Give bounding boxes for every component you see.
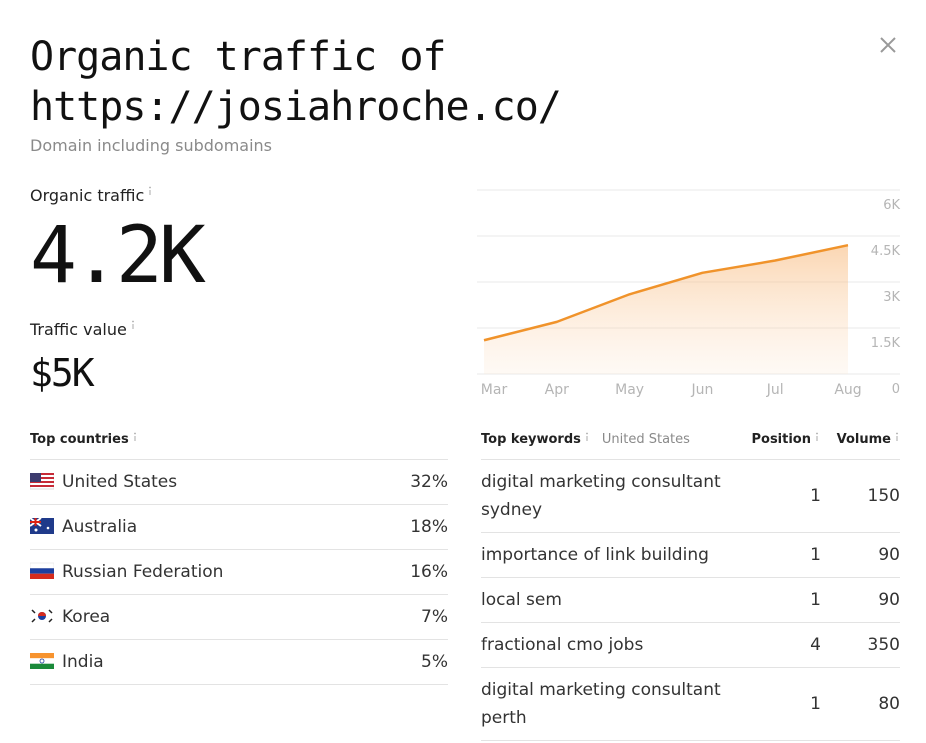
y-tick-label: 1.5K — [871, 336, 901, 351]
position: 1 — [810, 545, 821, 565]
y-tick-label: 0 — [892, 382, 900, 397]
label-text: Organic traffic — [30, 186, 145, 205]
country-name: Russian Federation — [62, 562, 224, 582]
metric-value: 4.2K — [30, 211, 206, 301]
country-share: 5% — [421, 652, 448, 672]
country-row: Australia 18% — [30, 504, 448, 549]
keyword: local sem — [481, 590, 562, 610]
x-tick-label: Mar — [481, 382, 508, 398]
header-text: Top keywords — [481, 432, 581, 447]
country-share: 16% — [410, 562, 448, 582]
country-row: Russian Federation 16% — [30, 549, 448, 594]
traffic-chart: 0 1.5K 3K 4.5K 6K Mar Apr May Jun Jul Aug — [477, 189, 901, 398]
flags — [30, 473, 54, 669]
table-border — [481, 740, 900, 741]
volume: 150 — [867, 486, 900, 506]
metric-label: Organic traffic — [30, 186, 153, 205]
country-name: United States — [62, 472, 178, 492]
title: Organic traffic of https://josiahroche.c… — [30, 34, 562, 130]
x-tick-label: May — [615, 382, 644, 398]
metric-value: $5K — [30, 351, 95, 395]
keyword-row: importance of link building 1 90 — [481, 532, 900, 577]
position: 1 — [810, 694, 821, 714]
header-text: Top countries — [30, 432, 129, 447]
keyword: fractional cmo jobs — [481, 635, 644, 655]
column-header: Volume — [837, 432, 900, 447]
country-row: United States 32% — [30, 459, 448, 504]
header-text: Volume — [836, 432, 891, 447]
table-header: Top keywords United States — [481, 432, 690, 447]
table-border — [30, 684, 448, 685]
flag-us — [30, 473, 54, 490]
y-tick-label: 4.5K — [871, 244, 901, 259]
keyword-row: digital marketing consultant sydney 1 150 — [481, 459, 900, 532]
country-name: Korea — [62, 607, 111, 627]
column-header: Position — [751, 432, 820, 447]
y-tick-label: 3K — [883, 290, 900, 305]
info-icon[interactable] — [584, 432, 590, 442]
volume: 80 — [878, 694, 900, 714]
info-icon[interactable] — [814, 432, 820, 442]
flag-kr — [30, 608, 54, 624]
line — [483, 243, 849, 342]
country-share: 7% — [421, 607, 448, 627]
keyword-row: local sem 1 90 — [481, 577, 900, 622]
position: 4 — [810, 635, 821, 655]
country-share: 18% — [410, 517, 448, 537]
area — [484, 245, 848, 374]
country-name: Australia — [62, 517, 138, 537]
info-icon[interactable] — [147, 186, 153, 196]
info-icon[interactable] — [894, 432, 900, 442]
volume: 90 — [878, 590, 900, 610]
info-icon[interactable] — [130, 320, 136, 330]
keyword-row: digital marketing consultant perth 1 80 — [481, 667, 900, 740]
keyword-row: fractional cmo jobs 4 350 — [481, 622, 900, 667]
country-share: 32% — [410, 472, 448, 492]
volume: 350 — [867, 635, 900, 655]
header-text: Position — [751, 432, 811, 447]
keyword: digital marketing consultant sydney — [481, 472, 721, 520]
flag-in — [30, 653, 54, 669]
x-tick-label: Aug — [834, 382, 861, 398]
position: 1 — [810, 590, 821, 610]
position: 1 — [810, 486, 821, 506]
country-name: India — [62, 652, 104, 672]
label-text: Traffic value — [30, 320, 127, 339]
table-header: Top countries — [30, 432, 138, 447]
info-icon[interactable] — [132, 432, 138, 442]
x-tick-label: Jul — [766, 382, 784, 398]
country-row: Korea 7% — [30, 594, 448, 639]
keyword: importance of link building — [481, 545, 709, 565]
keyword: digital marketing consultant perth — [481, 680, 721, 728]
x-tick-label: Apr — [545, 382, 569, 398]
subtitle: Domain including subdomains — [30, 136, 273, 155]
close-button[interactable] — [878, 35, 898, 55]
country-row: India 5% — [30, 639, 448, 684]
metric-label: Traffic value — [30, 320, 136, 339]
volume: 90 — [878, 545, 900, 565]
y-tick-label: 6K — [883, 198, 900, 213]
location: United States — [601, 432, 690, 447]
flag-ru — [30, 562, 54, 579]
x-tick-label: Jun — [690, 382, 713, 398]
flag-au — [30, 517, 54, 534]
